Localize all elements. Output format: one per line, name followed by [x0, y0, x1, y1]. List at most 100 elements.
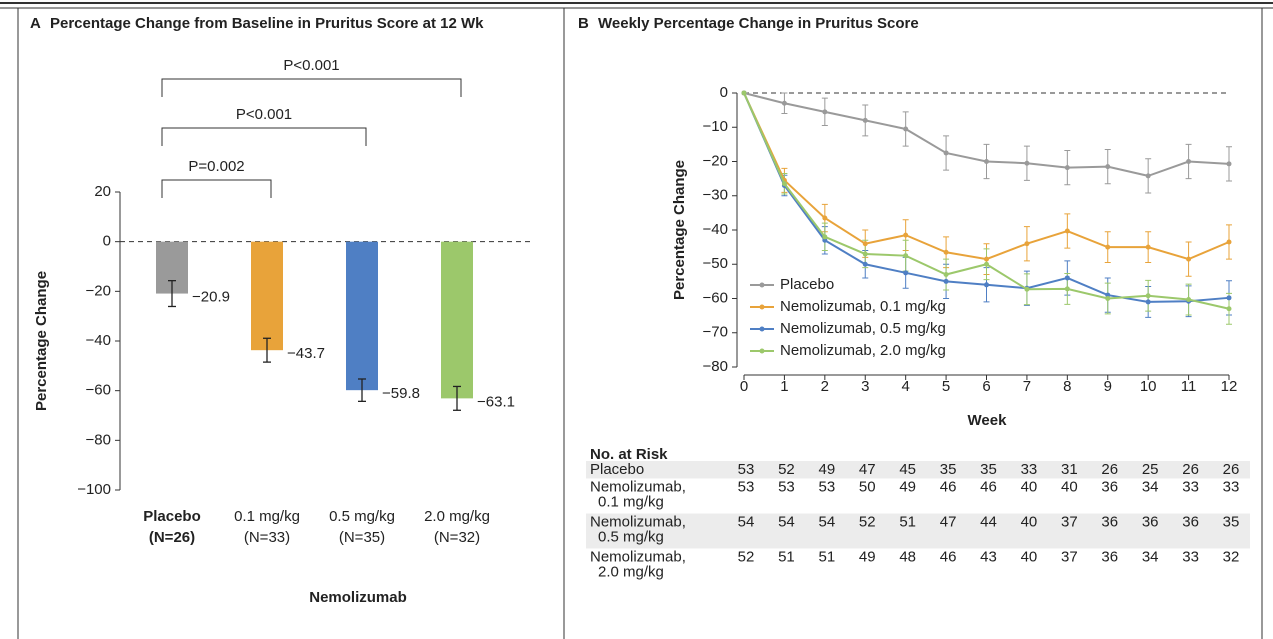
point [1226, 239, 1232, 245]
x-tick-label: 10 [1140, 378, 1157, 395]
risk-count: 53 [818, 478, 835, 495]
row-label: Nemolizumab, [590, 478, 686, 495]
point [1064, 165, 1070, 171]
x-tick-sublabel: (N=26) [149, 529, 195, 546]
risk-count: 37 [1061, 513, 1078, 530]
error-bar [263, 337, 271, 363]
point [1105, 292, 1111, 298]
table-title: No. at Risk [590, 446, 668, 463]
risk-count: 54 [818, 513, 835, 530]
value-label: −59.8 [382, 385, 420, 402]
legend-label: Nemolizumab, 2.0 mg/kg [780, 342, 946, 359]
point [741, 90, 747, 96]
risk-count: 53 [738, 461, 755, 478]
point [862, 117, 868, 123]
risk-count: 48 [899, 548, 916, 565]
x-tick-label: 2.0 mg/kg [424, 508, 490, 525]
risk-count: 54 [738, 513, 755, 530]
point [1145, 173, 1151, 179]
risk-count: 26 [1223, 461, 1240, 478]
risk-count: 34 [1142, 548, 1159, 565]
value-label: −20.9 [192, 289, 230, 306]
legend-marker [759, 304, 765, 310]
p-value-label: P=0.002 [188, 158, 244, 175]
point [822, 215, 828, 221]
x-tick-label: 1 [780, 378, 788, 395]
risk-count: 40 [1021, 478, 1038, 495]
y-tick-label: 0 [103, 233, 111, 250]
point [1024, 160, 1030, 166]
row-label: Placebo [590, 461, 644, 478]
risk-count: 52 [738, 548, 755, 565]
point [903, 270, 909, 276]
point [1226, 295, 1232, 301]
risk-count: 46 [980, 478, 997, 495]
risk-count: 52 [859, 513, 876, 530]
y-tick-label: −70 [703, 324, 728, 341]
risk-count: 33 [1182, 478, 1199, 495]
point [984, 159, 989, 164]
risk-count: 26 [1182, 461, 1199, 478]
risk-count: 51 [778, 548, 795, 565]
point [903, 126, 909, 132]
point [1226, 161, 1232, 167]
p-value-label: P<0.001 [283, 57, 339, 74]
point [1024, 286, 1030, 292]
risk-count: 37 [1061, 548, 1078, 565]
risk-count: 47 [940, 513, 957, 530]
risk-count: 33 [1021, 461, 1038, 478]
point [1145, 299, 1151, 305]
x-axis-label: Nemolizumab [309, 589, 407, 606]
risk-count: 33 [1182, 548, 1199, 565]
point [1186, 159, 1192, 164]
y-tick-label: −60 [86, 382, 111, 399]
row-shade [586, 461, 1250, 479]
panel-label: A [30, 15, 41, 32]
p-value-label: P<0.001 [236, 106, 292, 123]
row-label: 2.0 mg/kg [598, 563, 664, 580]
risk-count: 35 [980, 461, 997, 478]
value-label: −43.7 [287, 345, 325, 362]
row-label: Nemolizumab, [590, 513, 686, 530]
risk-count: 35 [940, 461, 957, 478]
y-tick-label: −50 [703, 255, 728, 272]
row-label: Nemolizumab, [590, 548, 686, 565]
x-tick-label: 8 [1063, 378, 1071, 395]
risk-count: 26 [1101, 461, 1118, 478]
y-tick-label: −40 [703, 221, 728, 238]
point [1226, 306, 1232, 312]
point [822, 234, 828, 240]
risk-count: 54 [778, 513, 795, 530]
point [862, 241, 868, 247]
significance-bracket [161, 127, 367, 146]
error-bar [168, 280, 176, 308]
risk-count: 36 [1101, 548, 1118, 565]
y-axis-label: Percentage Change [33, 271, 50, 411]
point [984, 261, 989, 267]
point [1145, 293, 1151, 299]
risk-count: 49 [859, 548, 876, 565]
y-tick-label: −20 [703, 152, 728, 169]
point [1024, 241, 1030, 247]
panel-label: B [578, 15, 589, 32]
value-label: −63.1 [477, 393, 515, 410]
x-axis-label: Week [968, 412, 1008, 429]
chart-title: Percentage Change from Baseline in Pruri… [50, 15, 484, 32]
risk-count: 36 [1101, 513, 1118, 530]
row-label: 0.5 mg/kg [598, 528, 664, 545]
x-tick-label: 0.5 mg/kg [329, 508, 395, 525]
point [781, 181, 787, 187]
y-tick-label: −20 [86, 282, 111, 299]
bar [441, 241, 473, 399]
legend-marker [759, 348, 765, 354]
risk-count: 25 [1142, 461, 1159, 478]
x-tick-sublabel: (N=33) [244, 529, 290, 546]
y-tick-label: −40 [86, 332, 111, 349]
x-tick-label: 6 [982, 378, 990, 395]
risk-count: 34 [1142, 478, 1159, 495]
risk-count: 40 [1061, 478, 1078, 495]
y-tick-label: −100 [77, 481, 111, 498]
risk-count: 40 [1021, 513, 1038, 530]
risk-count: 43 [980, 548, 997, 565]
